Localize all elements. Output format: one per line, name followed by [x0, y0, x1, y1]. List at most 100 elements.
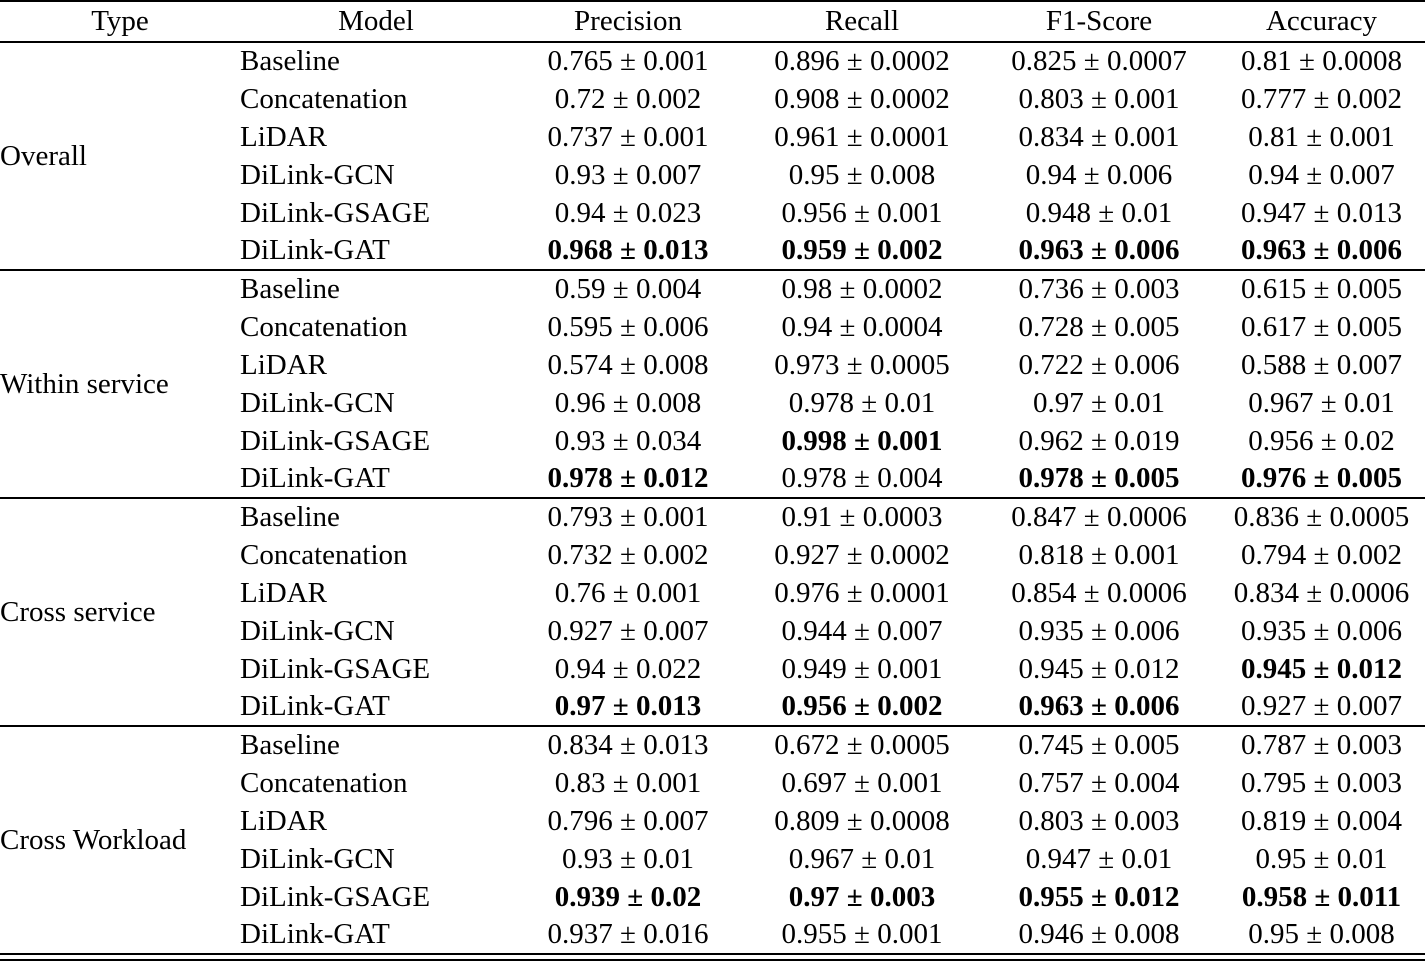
metric-cell: 0.765 ± 0.001 — [512, 41, 744, 80]
metric-cell: 0.962 ± 0.019 — [1018, 424, 1180, 457]
model-cell: DiLink-GAT — [240, 690, 390, 722]
metric-cell: 0.978 ± 0.01 — [788, 386, 936, 419]
table-row: LiDAR 0.574 ± 0.008 0.973 ± 0.0005 0.722 ± … — [0, 346, 1425, 384]
metric-cell: 0.94 ± 0.006 — [1025, 158, 1173, 191]
metric-cell: 0.968 ± 0.013 — [547, 234, 709, 266]
metric-cell: 0.834 ± 0.013 — [512, 725, 744, 764]
metric-cell: 0.976 ± 0.0001 — [774, 576, 950, 609]
metric-cell: 0.949 ± 0.001 — [781, 652, 943, 685]
table-row: DiLink-GSAGE 0.93 ± 0.034 0.998 ± 0.001 0.9… — [0, 422, 1425, 460]
metric-cell: 0.94 ± 0.0004 — [781, 310, 943, 343]
metric-cell: 0.97 ± 0.013 — [554, 690, 702, 722]
metric-cell: 0.59 ± 0.004 — [512, 269, 744, 308]
metric-cell: 0.847 ± 0.0006 — [980, 497, 1218, 536]
metric-cell: 0.787 ± 0.003 — [1218, 725, 1425, 764]
metric-cell: 0.963 ± 0.006 — [1018, 234, 1180, 266]
col-header-precision: Precision — [512, 1, 744, 43]
model-cell: Baseline — [240, 497, 512, 536]
metric-cell: 0.963 ± 0.006 — [1018, 690, 1180, 722]
metric-cell: 0.976 ± 0.005 — [1241, 462, 1402, 494]
metric-cell: 0.793 ± 0.001 — [512, 497, 744, 536]
model-cell: Concatenation — [240, 310, 408, 343]
metric-cell: 0.96 ± 0.008 — [554, 386, 702, 419]
metric-cell: 0.944 ± 0.007 — [781, 614, 943, 647]
model-cell: DiLink-GCN — [240, 842, 395, 875]
metric-cell: 0.935 ± 0.006 — [1018, 614, 1180, 647]
col-header-f1-score: F1-Score — [980, 1, 1218, 43]
metric-cell: 0.956 ± 0.002 — [781, 690, 943, 722]
metric-cell: 0.834 ± 0.001 — [1018, 120, 1180, 153]
metric-cell: 0.908 ± 0.0002 — [774, 82, 950, 115]
metric-cell: 0.93 ± 0.034 — [554, 424, 702, 457]
metric-cell: 0.946 ± 0.008 — [1018, 918, 1180, 950]
metric-cell: 0.93 ± 0.01 — [562, 842, 694, 875]
metric-cell: 0.948 ± 0.01 — [1025, 196, 1173, 229]
type-cell: Cross Workload — [0, 725, 240, 954]
metric-cell: 0.76 ± 0.001 — [554, 576, 702, 609]
type-cell: Overall — [0, 41, 240, 270]
metric-cell: 0.927 ± 0.0002 — [774, 538, 950, 571]
col-header-type: Type — [0, 1, 240, 43]
metric-cell: 0.94 ± 0.023 — [554, 196, 702, 229]
model-cell: DiLink-GAT — [240, 462, 390, 494]
model-cell: DiLink-GSAGE — [240, 880, 431, 913]
metric-cell: 0.94 ± 0.007 — [1248, 158, 1395, 191]
col-header-model: Model — [240, 1, 512, 43]
table-row: DiLink-GCN 0.96 ± 0.008 0.978 ± 0.01 0.97 ±… — [0, 384, 1425, 422]
table-row: Concatenation 0.595 ± 0.006 0.94 ± 0.0004 0… — [0, 308, 1425, 346]
table-row: Cross service Baseline 0.793 ± 0.001 0.91 ±… — [0, 497, 1425, 726]
model-cell: DiLink-GCN — [240, 158, 395, 191]
metric-cell: 0.794 ± 0.002 — [1241, 538, 1402, 571]
table-row: LiDAR 0.796 ± 0.007 0.809 ± 0.0008 0.803 ± … — [0, 802, 1425, 840]
model-cell: DiLink-GSAGE — [240, 424, 431, 457]
model-cell: LiDAR — [240, 120, 327, 153]
metric-cell: 0.574 ± 0.008 — [547, 348, 709, 381]
table-row: DiLink-GCN 0.93 ± 0.01 0.967 ± 0.01 0.947 ±… — [0, 840, 1425, 878]
metric-cell: 0.737 ± 0.001 — [547, 120, 709, 153]
metric-cell: 0.588 ± 0.007 — [1241, 348, 1402, 381]
metric-cell: 0.973 ± 0.0005 — [774, 348, 950, 381]
metric-cell: 0.955 ± 0.012 — [1018, 880, 1180, 913]
model-cell: Concatenation — [240, 538, 408, 571]
metric-cell: 0.615 ± 0.005 — [1218, 269, 1425, 308]
metric-cell: 0.818 ± 0.001 — [1018, 538, 1180, 571]
metric-cell: 0.945 ± 0.012 — [1241, 652, 1402, 685]
model-cell: Concatenation — [240, 766, 408, 799]
model-cell: DiLink-GAT — [240, 918, 390, 950]
model-cell: LiDAR — [240, 576, 327, 609]
metric-cell: 0.836 ± 0.0005 — [1218, 497, 1425, 536]
metric-cell: 0.854 ± 0.0006 — [1011, 576, 1187, 609]
metric-cell: 0.795 ± 0.003 — [1241, 766, 1402, 799]
metric-cell: 0.927 ± 0.007 — [1241, 690, 1402, 722]
metric-cell: 0.803 ± 0.003 — [1018, 804, 1180, 837]
metric-cell: 0.722 ± 0.006 — [1018, 348, 1180, 381]
header-row: Type Model Precision Recall F1-Score Acc… — [0, 1, 1425, 43]
metric-cell: 0.956 ± 0.02 — [1248, 424, 1395, 457]
metric-cell: 0.95 ± 0.008 — [1248, 918, 1395, 950]
table-row: DiLink-GSAGE 0.939 ± 0.02 0.97 ± 0.003 0.95… — [0, 878, 1425, 916]
metric-cell: 0.95 ± 0.01 — [1255, 842, 1388, 875]
table-row: Concatenation 0.72 ± 0.002 0.908 ± 0.0002 0… — [0, 80, 1425, 118]
table-row: Concatenation 0.83 ± 0.001 0.697 ± 0.001 0.… — [0, 764, 1425, 802]
metric-cell: 0.959 ± 0.002 — [781, 234, 943, 266]
metric-cell: 0.94 ± 0.022 — [554, 652, 702, 685]
metric-cell: 0.81 ± 0.001 — [1248, 120, 1395, 153]
model-cell: DiLink-GCN — [240, 614, 395, 647]
metric-cell: 0.958 ± 0.011 — [1241, 880, 1402, 913]
metric-cell: 0.939 ± 0.02 — [554, 880, 702, 913]
metric-cell: 0.777 ± 0.002 — [1241, 82, 1402, 115]
metric-cell: 0.896 ± 0.0002 — [744, 41, 980, 80]
metric-cell: 0.98 ± 0.0002 — [744, 269, 980, 308]
metric-cell: 0.81 ± 0.0008 — [1218, 41, 1425, 80]
model-cell: Baseline — [240, 725, 512, 764]
metric-cell: 0.697 ± 0.001 — [781, 766, 943, 799]
metric-cell: 0.935 ± 0.006 — [1241, 614, 1402, 647]
table-row: LiDAR 0.76 ± 0.001 0.976 ± 0.0001 0.854 ± 0… — [0, 574, 1425, 612]
metric-cell: 0.834 ± 0.0006 — [1233, 576, 1410, 609]
metric-cell: 0.595 ± 0.006 — [547, 310, 709, 343]
table-row: DiLink-GAT 0.937 ± 0.016 0.955 ± 0.001 0.94… — [0, 916, 1425, 954]
metric-cell: 0.947 ± 0.013 — [1241, 196, 1402, 229]
metric-cell: 0.757 ± 0.004 — [1018, 766, 1180, 799]
model-cell: DiLink-GCN — [240, 386, 395, 419]
